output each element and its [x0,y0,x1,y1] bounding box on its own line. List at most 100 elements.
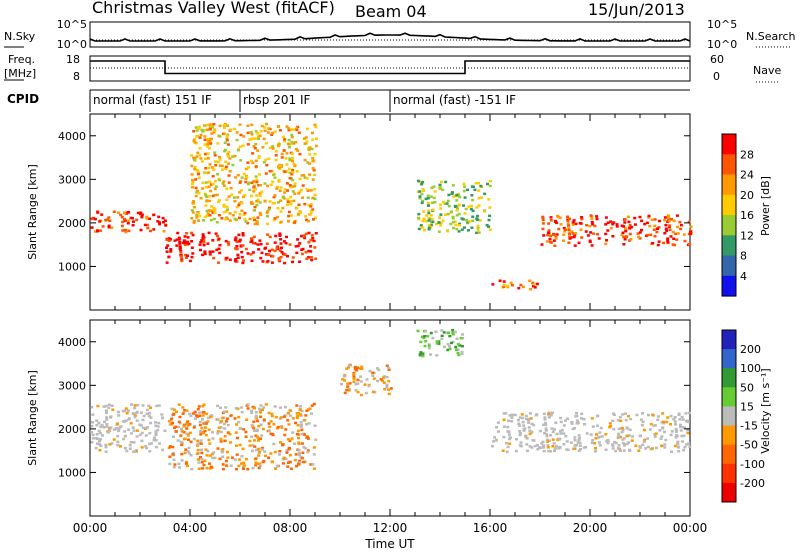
echo-cell [455,209,459,212]
echo-cell [262,137,266,141]
echo-cell [196,442,200,446]
echo-cell [202,219,205,222]
echo-cell [295,206,299,210]
echo-cell [269,452,273,455]
echo-cell [444,180,448,184]
echo-cell [558,216,562,220]
echo-cell [119,213,123,217]
echo-cell [238,238,242,242]
cpid-row: CPID normal (fast) 151 IF rbsp 201 IF norm… [7,89,690,112]
echo-cell [222,180,226,183]
echo-cell [241,261,245,265]
echo-cell [543,416,547,419]
echo-cell [457,353,461,357]
echo-cell [233,238,237,242]
echo-cell [529,431,533,434]
echo-cell [312,453,316,456]
echo-cell [212,208,216,211]
echo-cell [429,195,433,198]
echo-cell [296,414,300,418]
echo-cell [182,430,186,434]
echo-cell [557,215,561,219]
echo-cell [169,418,173,421]
echo-cell [202,241,206,244]
echo-cell [186,240,189,244]
echo-cell [136,403,140,407]
echo-cell [387,392,391,396]
echo-cell [185,256,188,259]
echo-cell [567,241,571,244]
echo-cell [298,408,302,412]
echo-cell [242,172,246,176]
echo-cell [263,247,267,250]
echo-cell [172,458,176,461]
echo-cell [571,232,575,235]
echo-cell [278,232,282,235]
echo-cell [199,157,203,160]
echo-cell [233,127,237,131]
echo-cell [116,422,119,425]
echo-cell [308,147,312,150]
echo-cell [206,212,210,215]
echo-cell [283,170,287,174]
echo-cell [463,185,467,188]
echo-cell [120,216,124,219]
echo-cell [302,235,306,238]
echo-cell [120,224,124,228]
echo-cell [132,441,136,444]
echo-cell [271,180,275,184]
echo-cell [251,251,255,254]
echo-cell [161,416,164,420]
echo-cell [525,443,529,446]
echo-cell [148,431,152,435]
echo-cell [193,137,197,141]
echo-cell [99,425,103,429]
echo-cell [534,414,538,417]
echo-cell [169,238,172,241]
echo-cell [95,419,99,422]
echo-cell [123,435,127,438]
echo-cell [234,259,237,263]
echo-cell [558,446,562,449]
echo-cell [683,426,686,429]
echo-cell [253,137,257,140]
echo-cell [246,221,250,225]
echo-cell [196,407,200,411]
echo-cell [356,378,360,382]
echo-cell [377,368,381,372]
echo-cell [279,199,283,202]
echo-cell [193,417,197,420]
echo-cell [612,428,616,431]
echo-cell [688,445,692,448]
echo-cell [199,248,202,252]
echo-cell [237,420,241,424]
echo-cell [305,257,309,260]
echo-cell [359,375,363,378]
echo-cell [233,417,237,420]
echo-cell [417,179,420,183]
echo-cell [240,176,244,179]
echo-cell [211,182,215,186]
echo-cell [180,427,183,431]
echo-cell [496,421,500,424]
echo-cell [125,412,129,415]
echo-cell [252,235,256,239]
echo-cell [226,133,230,136]
echo-cell [455,199,459,202]
echo-cell [99,229,102,232]
echo-cell [547,439,551,442]
power-x-ticks [89,114,691,310]
echo-cell [479,184,483,188]
echo-cell [218,155,222,159]
echo-cell [298,451,301,455]
echo-cell [683,239,687,243]
echo-cell [205,123,209,127]
echo-cell [679,223,683,227]
echo-cell [228,258,232,261]
echo-cell [252,407,256,410]
echo-cell [216,234,219,238]
echo-cell [591,425,595,428]
echo-cell [541,227,545,231]
echo-cell [295,170,299,173]
echo-cell [629,417,633,421]
